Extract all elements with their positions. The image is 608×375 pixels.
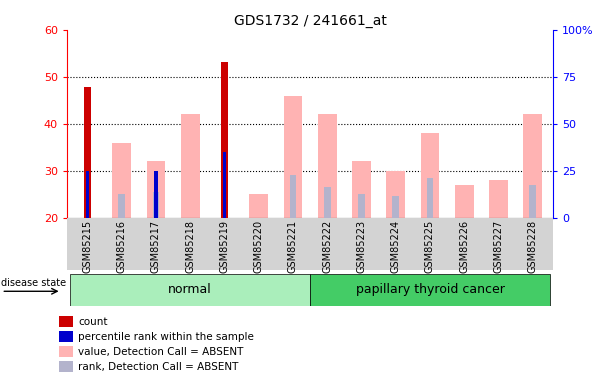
Bar [392,196,399,217]
Text: GSM85223: GSM85223 [356,220,367,273]
Text: GSM85225: GSM85225 [425,220,435,273]
Text: GSM85220: GSM85220 [254,220,264,273]
Bar [86,171,89,217]
Bar [489,180,508,218]
Text: GSM85228: GSM85228 [528,220,537,273]
Bar [181,114,199,218]
Bar [249,194,268,217]
Bar [153,192,159,217]
Bar [421,133,440,218]
Text: percentile rank within the sample: percentile rank within the sample [78,332,254,342]
Text: rank, Detection Call = ABSENT: rank, Detection Call = ABSENT [78,362,238,372]
Bar [60,346,73,357]
Text: GSM85224: GSM85224 [391,220,401,273]
Bar [147,161,165,218]
Text: disease state: disease state [1,278,66,288]
Bar [60,331,73,342]
Bar [112,142,131,218]
Bar [324,187,331,218]
Text: GSM85226: GSM85226 [459,220,469,273]
Text: GSM85221: GSM85221 [288,220,298,273]
Bar [71,274,310,306]
Bar [60,316,73,327]
Text: GSM85215: GSM85215 [83,220,92,273]
Text: GSM85218: GSM85218 [185,220,195,273]
Text: count: count [78,317,108,327]
Text: GSM85216: GSM85216 [117,220,126,273]
Bar [60,361,73,372]
Bar [289,176,296,217]
Bar [427,178,434,218]
Bar [154,171,157,217]
Bar [119,194,125,217]
Bar [523,114,542,218]
Bar [318,114,337,218]
Bar [310,274,550,306]
Text: papillary thyroid cancer: papillary thyroid cancer [356,283,505,296]
Bar [530,185,536,218]
Bar [85,87,91,218]
Text: value, Detection Call = ABSENT: value, Detection Call = ABSENT [78,347,243,357]
Title: GDS1732 / 241661_at: GDS1732 / 241661_at [233,13,387,28]
Text: GSM85227: GSM85227 [494,220,503,273]
Bar [223,152,226,217]
Text: normal: normal [168,283,212,296]
Text: GSM85222: GSM85222 [322,220,332,273]
Bar [455,185,474,218]
Text: GSM85217: GSM85217 [151,220,161,273]
Text: GSM85219: GSM85219 [219,220,229,273]
Bar [386,171,405,217]
Bar [352,161,371,218]
Bar [358,194,365,217]
Bar [221,62,227,217]
Bar [283,96,302,218]
